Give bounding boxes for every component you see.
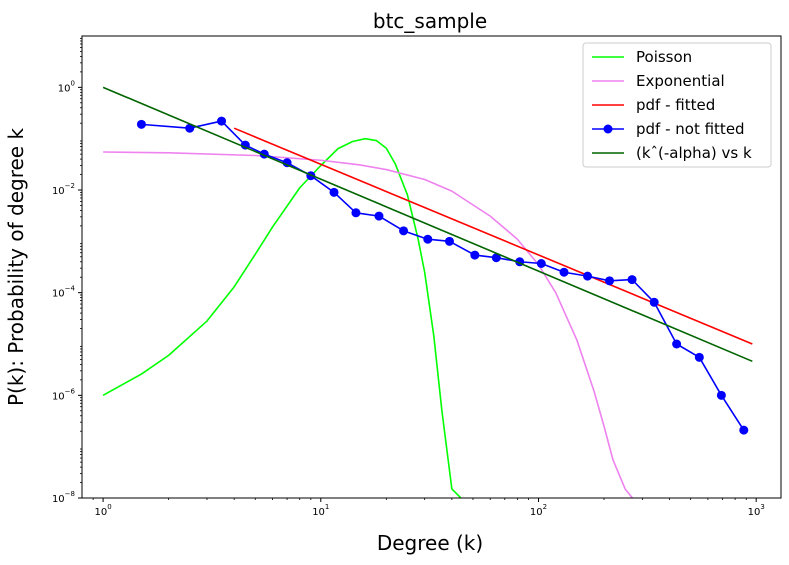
y-tick-label-base: 10: [58, 83, 71, 94]
data-point: [351, 208, 361, 218]
y-tick-label: 10−6: [52, 387, 76, 402]
data-point: [739, 425, 749, 435]
data-point: [583, 271, 593, 281]
data-point: [444, 236, 454, 246]
x-tick-label-base: 10: [94, 507, 107, 518]
y-tick-label-exp: −2: [65, 182, 75, 190]
data-point: [536, 258, 546, 268]
plot-area: [102, 86, 753, 498]
x-tick-label-base: 10: [748, 507, 761, 518]
data-point: [185, 123, 195, 133]
y-tick-label: 10−2: [52, 182, 75, 197]
data-point: [470, 250, 480, 260]
x-tick-label: 100: [94, 503, 111, 518]
y-tick-label-base: 10: [52, 494, 65, 505]
x-tick-label-exp: 2: [543, 503, 547, 511]
data-point: [491, 253, 501, 263]
data-point: [240, 140, 250, 150]
series-line-k-alpha-vs-k: [102, 86, 753, 363]
data-point: [649, 297, 659, 307]
x-axis: 100 101 102 103: [92, 498, 765, 518]
y-tick-label-exp: −8: [65, 490, 75, 498]
data-point: [399, 226, 409, 236]
data-point: [672, 339, 682, 349]
y-tick-label: 10−8: [52, 490, 75, 505]
y-tick-label: 10−4: [52, 285, 76, 300]
legend-entry: Exponential: [636, 72, 725, 90]
x-axis-label: Degree (k): [377, 531, 483, 555]
data-point: [627, 275, 637, 285]
data-point: [559, 267, 569, 277]
legend-entry: pdf - not fitted: [636, 120, 745, 138]
y-tick-label-exp: 0: [71, 79, 75, 87]
data-point: [694, 352, 704, 362]
y-tick-label-base: 10: [52, 186, 65, 197]
data-point: [423, 234, 433, 244]
series-line-poisson: [102, 137, 462, 498]
legend-marker: [603, 124, 613, 134]
plot-frame: [81, 35, 782, 499]
x-tick-label-exp: 1: [325, 503, 329, 511]
series-line-pdf-fitted: [233, 127, 753, 345]
data-point: [374, 211, 384, 221]
data-point: [282, 158, 292, 168]
x-tick-label-exp: 3: [760, 503, 764, 511]
y-tick-label: 100: [58, 79, 75, 94]
x-tick-label-base: 10: [530, 507, 543, 518]
y-tick-label-base: 10: [52, 391, 65, 402]
data-point: [716, 390, 726, 400]
legend: Poisson Exponential pdf - fitted pdf - not …: [582, 42, 772, 168]
legend-entry: pdf - fitted: [636, 96, 715, 114]
data-point: [329, 187, 339, 197]
x-tick-label: 103: [748, 503, 765, 518]
x-tick-label: 101: [312, 503, 329, 518]
x-tick-label-exp: 0: [107, 503, 111, 511]
legend-entry: Poisson: [636, 48, 692, 66]
data-point: [605, 276, 615, 286]
x-tick-label: 102: [530, 503, 547, 518]
y-tick-label-exp: −4: [65, 285, 76, 293]
legend-box: [582, 42, 772, 168]
data-point: [217, 116, 227, 126]
y-tick-label-exp: −6: [65, 387, 76, 395]
chart-title: btc_sample: [373, 9, 487, 33]
y-tick-label-base: 10: [52, 289, 65, 300]
x-tick-label-base: 10: [312, 507, 325, 518]
legend-entry: (kˆ(-alpha) vs k: [636, 144, 752, 162]
data-point: [136, 119, 146, 129]
y-axis-label: P(k): Probability of degree k: [4, 128, 28, 407]
